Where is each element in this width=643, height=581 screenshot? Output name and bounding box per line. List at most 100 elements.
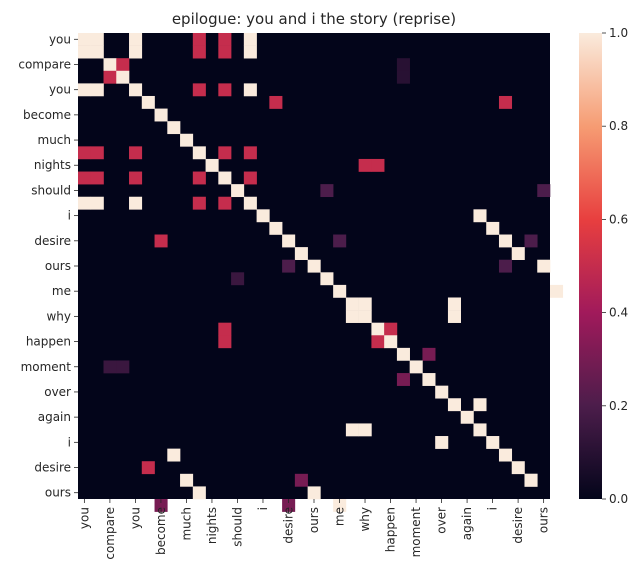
colorbar-tick-label: 1.0 — [609, 26, 628, 40]
heatmap-cell — [358, 423, 372, 437]
heatmap-cell — [422, 373, 436, 386]
heatmap-cell — [256, 209, 270, 223]
heatmap-cell — [218, 33, 232, 46]
row-label: nights — [34, 158, 71, 172]
heatmap-cell — [103, 58, 117, 72]
heatmap-cell — [192, 83, 206, 97]
heatmap-cell — [180, 473, 194, 487]
heatmap-cell — [154, 499, 168, 512]
heatmap-cell — [243, 45, 257, 59]
heatmap-cell — [320, 184, 334, 198]
heatmap-cell — [435, 385, 449, 399]
row-label: desire — [34, 234, 71, 248]
colorbar-tick-label: 0.2 — [609, 399, 628, 413]
column-label: me — [333, 507, 347, 526]
heatmap-cell — [90, 83, 104, 97]
heatmap-cell — [218, 146, 232, 160]
column-label: become — [154, 507, 168, 555]
heatmap-cell — [333, 234, 347, 248]
row-label: become — [23, 108, 71, 122]
chart-title: epilogue: you and i the story (reprise) — [172, 10, 456, 28]
colorbar-ticks: 0.0 0.2 0.4 0.6 0.8 1.0 — [602, 26, 628, 506]
column-label: you — [128, 507, 142, 529]
heatmap-cell — [218, 45, 232, 59]
heatmap-cell — [154, 108, 168, 122]
heatmap-cell — [307, 259, 321, 273]
heatmap-cell — [116, 360, 130, 374]
column-label: happen — [384, 507, 398, 552]
colorbar — [579, 33, 602, 499]
heatmap-cell — [294, 247, 308, 261]
heatmap-cell — [269, 95, 283, 109]
heatmap-cell — [103, 70, 117, 84]
colorbar-tick-label: 0.0 — [609, 492, 628, 506]
heatmap-cell — [90, 171, 104, 185]
heatmap-cell — [396, 70, 410, 84]
heatmap-cell — [218, 83, 232, 97]
heatmap-cell — [384, 335, 398, 349]
column-label: ours — [537, 507, 551, 533]
heatmap-cell — [129, 171, 143, 185]
heatmap-cell — [345, 310, 359, 323]
heatmap-cell — [192, 45, 206, 59]
heatmap-cell — [192, 171, 206, 185]
heatmap-cell — [320, 272, 334, 286]
heatmap-cell — [141, 461, 155, 475]
heatmap-cell — [243, 33, 257, 46]
heatmap-cell — [396, 58, 410, 72]
heatmap-cell — [269, 221, 283, 235]
heatmap-cell — [129, 33, 143, 46]
column-label: why — [358, 507, 372, 532]
row-label: over — [44, 385, 71, 399]
heatmap-cell — [243, 83, 257, 97]
heatmap-cells — [78, 33, 564, 512]
row-label: compare — [18, 57, 71, 71]
row-labels: you compare you become much nights should i desi… — [18, 32, 78, 500]
heatmap-cell — [384, 322, 398, 336]
column-label: ours — [307, 507, 321, 533]
heatmap-cell — [154, 234, 168, 248]
heatmap-cell — [371, 335, 385, 349]
heatmap-cell — [435, 436, 449, 449]
heatmap-cell — [90, 45, 104, 59]
row-label: i — [68, 209, 71, 223]
column-label: should — [230, 507, 244, 547]
heatmap-cell — [129, 196, 143, 210]
colorbar-tick-label: 0.8 — [609, 119, 628, 133]
heatmap-cell — [282, 259, 296, 273]
heatmap-cell — [103, 360, 117, 374]
heatmap-cell — [333, 284, 347, 298]
heatmap-cell — [129, 146, 143, 160]
heatmap-cell — [460, 410, 474, 424]
heatmap-cell — [78, 171, 92, 185]
heatmap-cell — [78, 146, 92, 160]
heatmap-cell — [524, 234, 538, 248]
heatmap-cell — [78, 196, 92, 210]
heatmap-cell — [167, 121, 181, 135]
heatmap-cell — [192, 486, 206, 500]
row-label: desire — [34, 461, 71, 475]
heatmap-cell — [116, 70, 130, 84]
heatmap-cell — [129, 83, 143, 97]
heatmap-cell — [116, 58, 130, 72]
heatmap-cell — [307, 486, 321, 500]
heatmap-cell — [90, 146, 104, 160]
heatmap-cell — [78, 83, 92, 97]
heatmap-cell — [486, 436, 500, 449]
heatmap-cell — [218, 171, 232, 185]
heatmap-cell — [282, 499, 296, 512]
heatmap-cell — [358, 310, 372, 323]
heatmap-cell — [371, 158, 385, 172]
heatmap-cell — [498, 259, 513, 273]
heatmap-cell — [524, 473, 538, 487]
column-label: i — [256, 507, 270, 510]
heatmap-cell — [192, 196, 206, 210]
row-label: me — [52, 284, 71, 298]
colorbar-tick-label: 0.6 — [609, 212, 628, 226]
heatmap-cell — [129, 45, 143, 59]
column-label: compare — [103, 507, 117, 560]
row-label: you — [49, 32, 71, 46]
heatmap-cell — [473, 423, 487, 437]
heatmap-cell — [498, 234, 513, 248]
